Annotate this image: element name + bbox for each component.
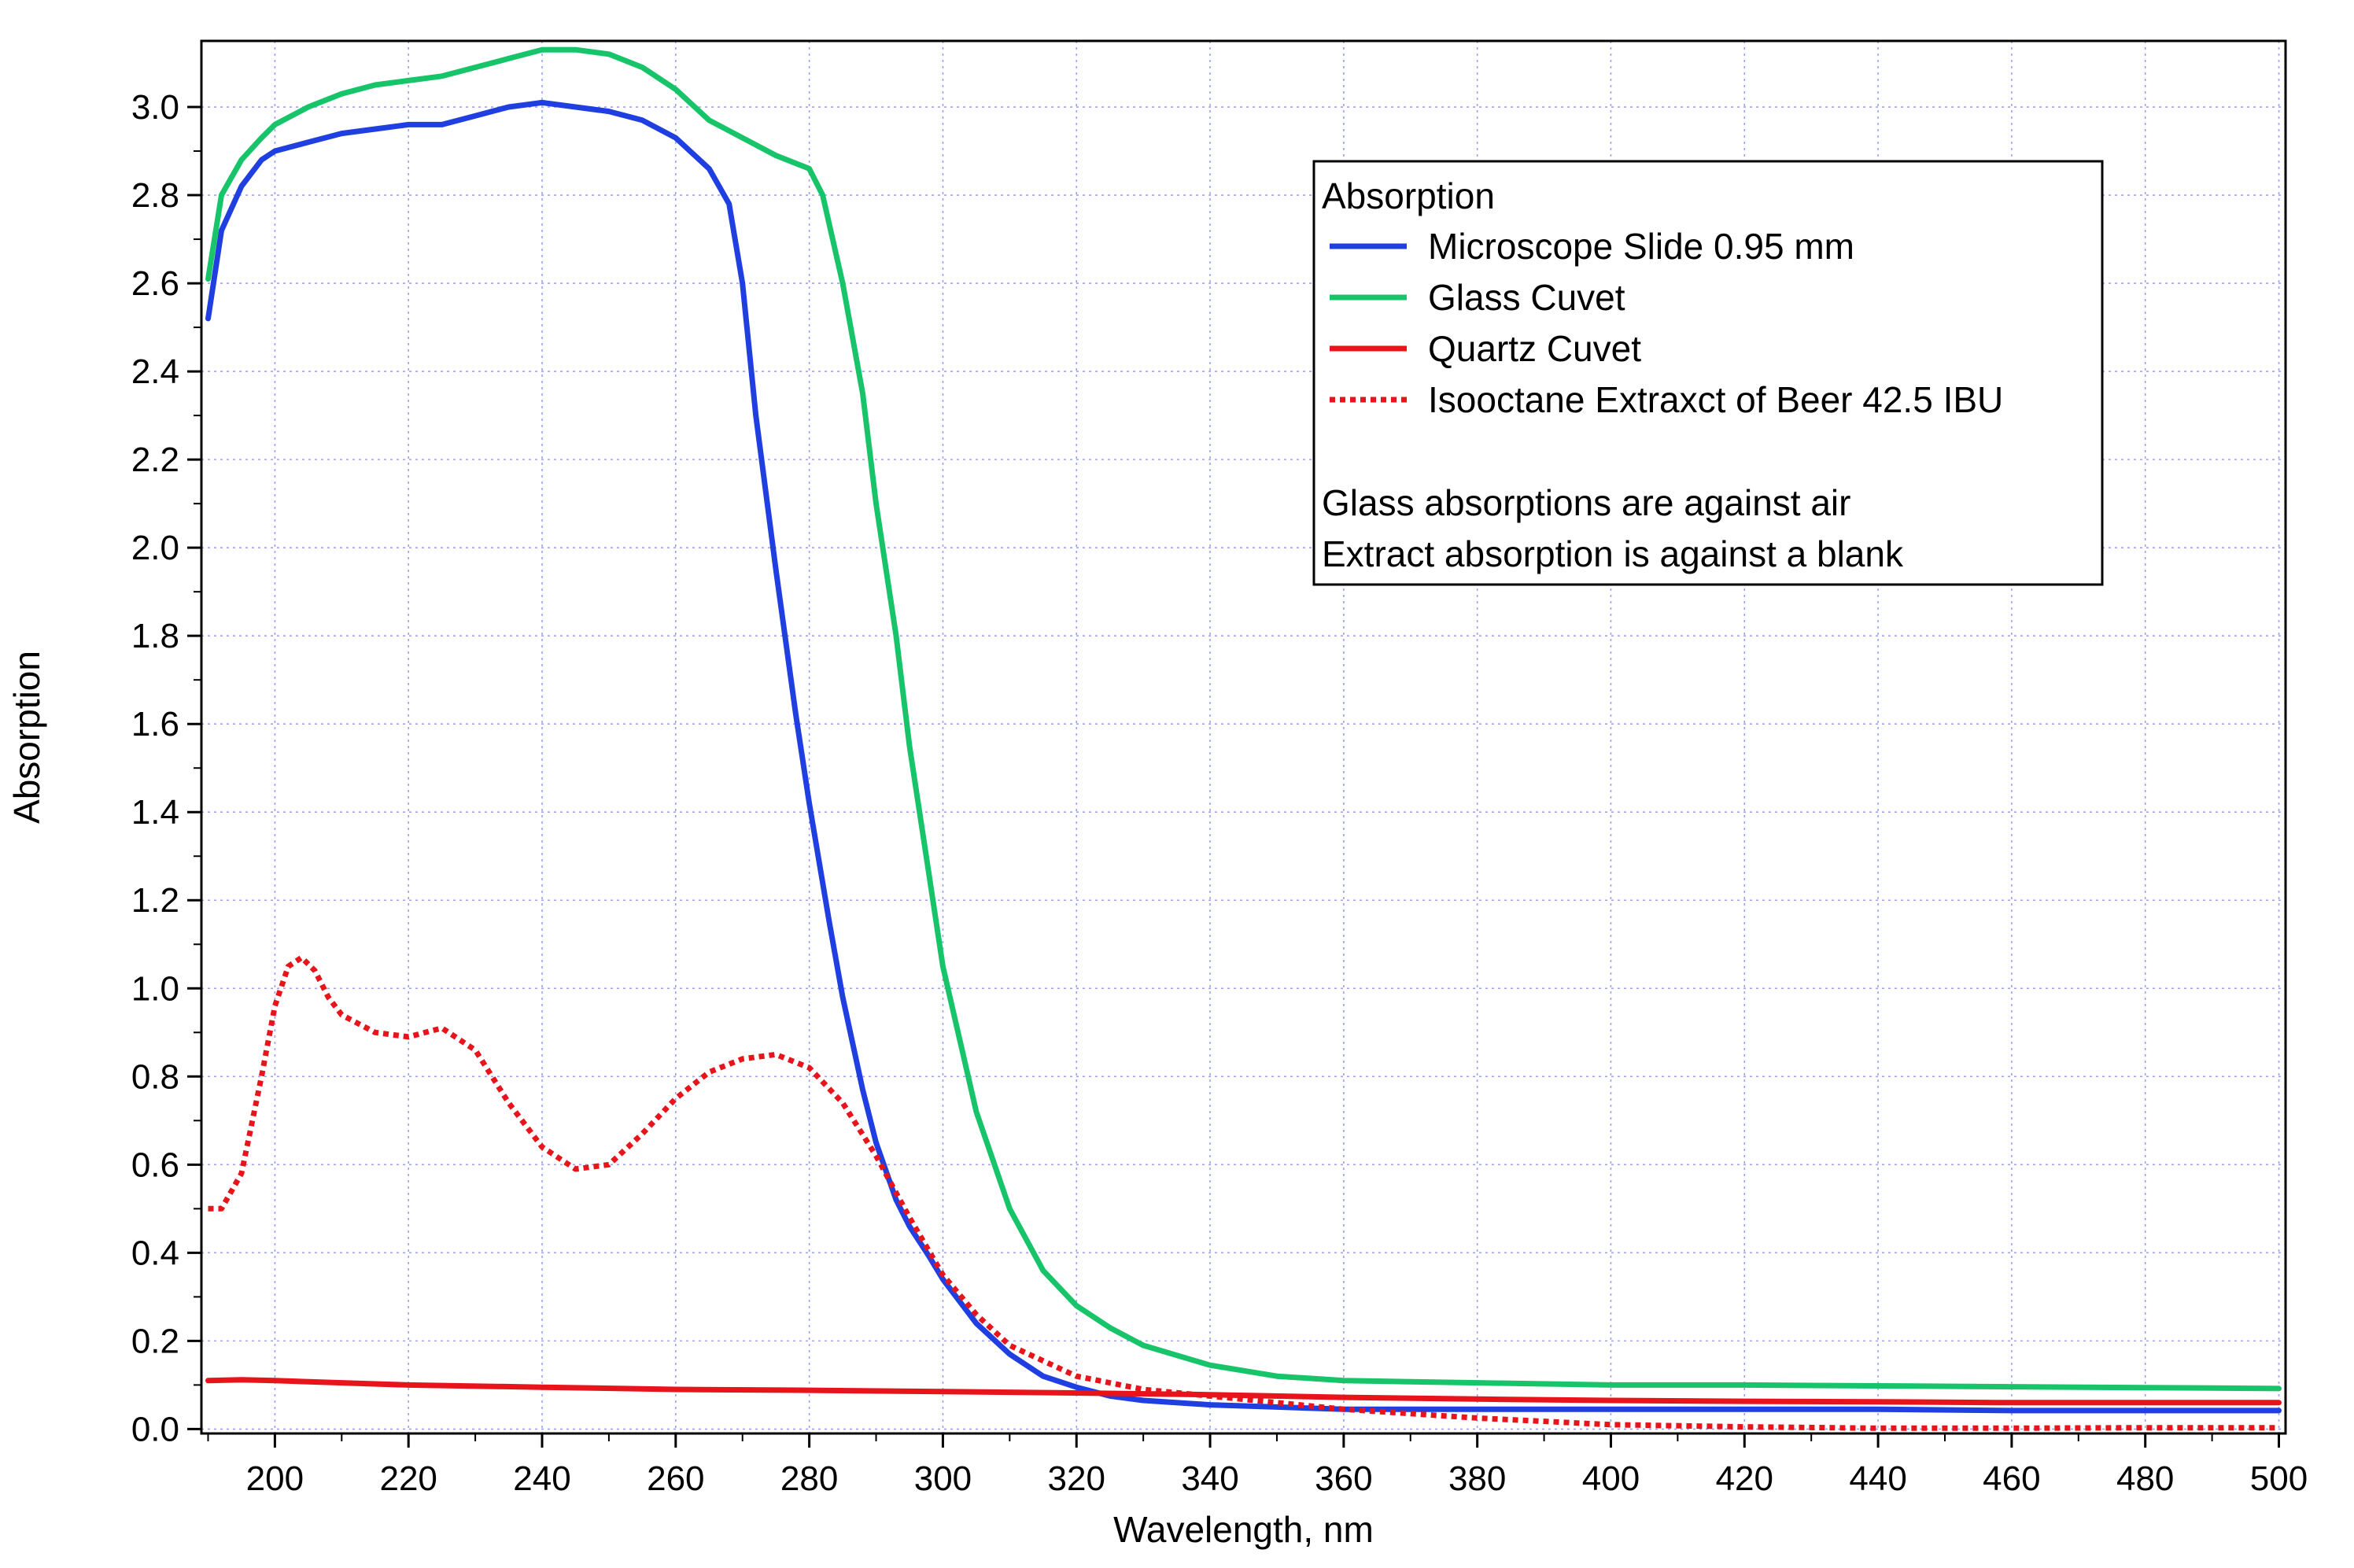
y-tick-label: 1.6 [131,705,179,743]
x-tick-label: 300 [914,1459,972,1498]
legend-title: Absorption [1322,175,1495,216]
x-tick-label: 440 [1849,1459,1906,1498]
y-tick-label: 0.4 [131,1234,179,1272]
y-tick-label: 1.2 [131,881,179,920]
series-lines [205,46,2282,1431]
x-tick-label: 260 [647,1459,704,1498]
x-tick-label: 420 [1716,1459,1773,1498]
y-tick-label: 2.8 [131,176,179,215]
x-tick-label: 500 [2250,1459,2308,1498]
legend-entries: Microscope Slide 0.95 mm Glass Cuvet Quart… [1330,226,2003,420]
y-tick-label: 0.0 [131,1410,179,1448]
axis-ticks: 200 220 240 260 280 300 320 340 360 380 400 420 440 4… [131,88,2308,1498]
x-axis-title: Wavelength, nm [1113,1509,1374,1550]
legend-label: Isooctane Extraxct of Beer 42.5 IBU [1428,379,2003,420]
y-tick-label: 0.8 [131,1057,179,1096]
plot-frame [200,39,2287,1435]
x-tick-label: 400 [1582,1459,1640,1498]
y-tick-label: 2.0 [131,529,179,567]
legend-note: Extract absorption is against a blank [1322,533,1904,574]
legend-note: Glass absorptions are against air [1322,482,1850,523]
legend-label: Glass Cuvet [1428,277,1625,318]
series-line-3 [208,954,2279,1431]
series-line-1 [205,46,2282,1392]
x-tick-label: 360 [1315,1459,1372,1498]
x-tick-label: 320 [1048,1459,1105,1498]
y-axis-title: Absorption [6,651,47,824]
x-tick-label: 220 [379,1459,437,1498]
x-tick-label: 380 [1448,1459,1506,1498]
legend-box [1312,160,2104,586]
y-tick-label: 1.0 [131,969,179,1008]
grid-lines [201,41,2286,1433]
y-tick-label: 1.8 [131,617,179,655]
series-line-0 [205,99,2282,1414]
x-tick-label: 280 [780,1459,838,1498]
y-tick-label: 2.4 [131,352,179,391]
x-tick-label: 480 [2116,1459,2174,1498]
y-tick-label: 0.2 [131,1322,179,1360]
x-tick-label: 200 [246,1459,304,1498]
series-line-2 [205,1377,2282,1406]
y-tick-label: 2.6 [131,264,179,303]
y-tick-label: 2.2 [131,441,179,479]
legend-label: Quartz Cuvet [1428,328,1641,369]
y-tick-label: 3.0 [131,88,179,127]
x-tick-label: 460 [1983,1459,2040,1498]
y-tick-label: 0.6 [131,1146,179,1184]
y-tick-label: 1.4 [131,793,179,832]
legend-label: Microscope Slide 0.95 mm [1428,226,1854,267]
x-tick-label: 240 [513,1459,570,1498]
x-tick-label: 340 [1181,1459,1238,1498]
legend: Absorption Microscope Slide 0.95 mm Glass… [1312,160,2104,586]
